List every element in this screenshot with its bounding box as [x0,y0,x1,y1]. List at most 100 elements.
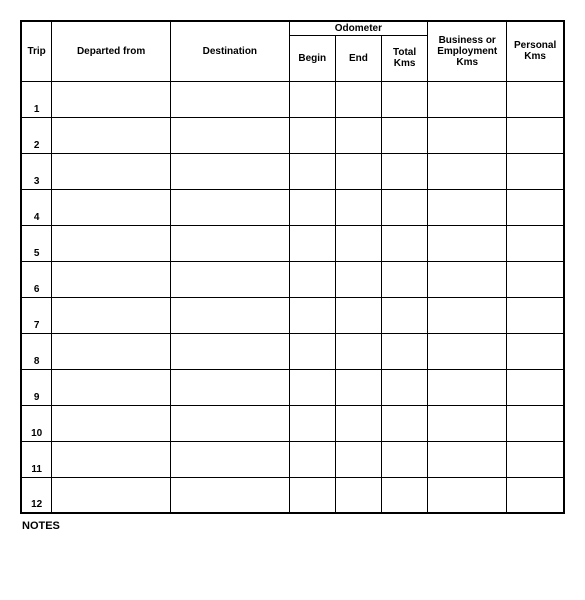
table-row: 11 [21,441,564,477]
cell-end [335,441,381,477]
cell-departed [52,117,171,153]
cell-begin [289,477,335,513]
cell-business [428,369,507,405]
cell-personal [507,477,564,513]
cell-total [381,477,427,513]
header-departed: Departed from [52,21,171,81]
cell-total [381,117,427,153]
cell-begin [289,225,335,261]
cell-departed [52,369,171,405]
cell-end [335,81,381,117]
cell-end [335,297,381,333]
cell-end [335,189,381,225]
cell-end [335,153,381,189]
cell-destination [170,189,289,225]
cell-begin [289,261,335,297]
header-personal-kms: Personal Kms [507,21,564,81]
cell-destination [170,441,289,477]
cell-end [335,117,381,153]
cell-total [381,81,427,117]
table-row: 10 [21,405,564,441]
cell-trip: 5 [21,225,52,261]
cell-trip: 12 [21,477,52,513]
header-trip: Trip [21,21,52,81]
cell-begin [289,369,335,405]
cell-trip: 8 [21,333,52,369]
cell-destination [170,117,289,153]
cell-business [428,333,507,369]
cell-total [381,261,427,297]
header-destination: Destination [170,21,289,81]
cell-destination [170,405,289,441]
cell-trip: 10 [21,405,52,441]
cell-personal [507,333,564,369]
cell-departed [52,477,171,513]
cell-total [381,369,427,405]
cell-personal [507,153,564,189]
cell-begin [289,81,335,117]
header-business-kms: Business or Employment Kms [428,21,507,81]
cell-personal [507,189,564,225]
cell-personal [507,225,564,261]
cell-begin [289,189,335,225]
cell-personal [507,117,564,153]
cell-personal [507,297,564,333]
mileage-log-table: Trip Departed from Destination Odometer … [20,20,565,514]
cell-begin [289,153,335,189]
table-row: 9 [21,369,564,405]
cell-departed [52,405,171,441]
cell-trip: 1 [21,81,52,117]
cell-begin [289,441,335,477]
table-row: 6 [21,261,564,297]
cell-trip: 11 [21,441,52,477]
header-end: End [335,35,381,81]
cell-end [335,261,381,297]
table-row: 5 [21,225,564,261]
table-body: 123456789101112 [21,81,564,513]
cell-trip: 7 [21,297,52,333]
cell-business [428,261,507,297]
cell-departed [52,153,171,189]
cell-total [381,225,427,261]
cell-trip: 4 [21,189,52,225]
cell-departed [52,297,171,333]
cell-departed [52,441,171,477]
cell-business [428,405,507,441]
cell-personal [507,81,564,117]
table-row: 2 [21,117,564,153]
cell-total [381,189,427,225]
cell-destination [170,297,289,333]
cell-end [335,369,381,405]
cell-business [428,477,507,513]
cell-begin [289,117,335,153]
cell-destination [170,153,289,189]
table-row: 4 [21,189,564,225]
cell-business [428,153,507,189]
cell-business [428,225,507,261]
cell-end [335,405,381,441]
cell-departed [52,333,171,369]
cell-business [428,117,507,153]
table-row: 12 [21,477,564,513]
cell-total [381,441,427,477]
cell-destination [170,333,289,369]
cell-trip: 9 [21,369,52,405]
header-odometer-group: Odometer [289,21,427,35]
cell-end [335,333,381,369]
cell-trip: 3 [21,153,52,189]
cell-departed [52,225,171,261]
cell-destination [170,261,289,297]
cell-destination [170,477,289,513]
cell-personal [507,441,564,477]
table-row: 1 [21,81,564,117]
cell-destination [170,369,289,405]
cell-business [428,441,507,477]
cell-trip: 6 [21,261,52,297]
cell-departed [52,189,171,225]
cell-total [381,405,427,441]
cell-departed [52,261,171,297]
cell-total [381,333,427,369]
table-row: 7 [21,297,564,333]
cell-personal [507,261,564,297]
notes-label: NOTES [22,520,565,532]
